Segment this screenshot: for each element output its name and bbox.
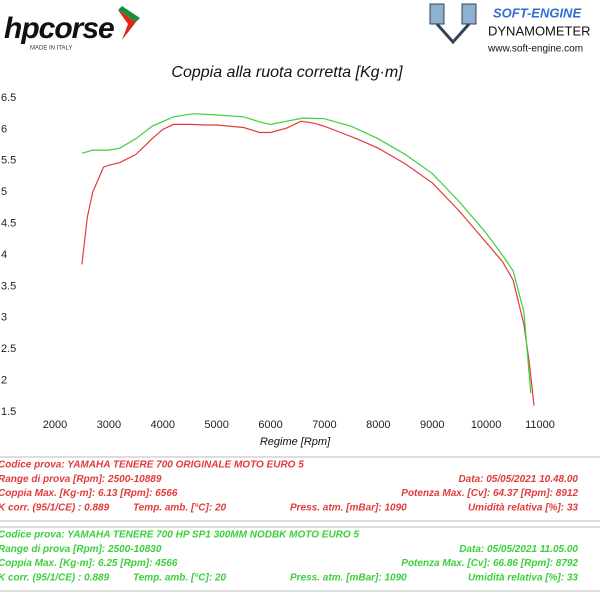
- info-text: Range di prova [Rpm]: 2500-10889: [0, 474, 162, 485]
- info-text: Coppia Max. [Kg·m]: 6.13 [Rpm]: 6566: [0, 488, 178, 499]
- info-text: Data: 05/05/2021 11.05.00: [459, 544, 578, 555]
- info-text: Umidità relativa [%]: 33: [468, 573, 578, 584]
- partner-url: www.soft-engine.com: [487, 44, 583, 55]
- x-tick-label: 10000: [471, 419, 502, 431]
- info-text: K corr. (95/1/CE) : 0.889: [0, 503, 110, 514]
- x-tick-label: 6000: [258, 419, 282, 431]
- info-text: Range di prova [Rpm]: 2500-10830: [0, 544, 162, 555]
- info-frames: [0, 456, 600, 592]
- x-tick-label: 7000: [312, 419, 336, 431]
- info-text: Data: 05/05/2021 10.48.00: [458, 474, 578, 485]
- y-tick-label: 5: [1, 186, 7, 198]
- series-line: [81, 120, 535, 406]
- y-tick-label: 6: [1, 123, 7, 135]
- info-text: K corr. (95/1/CE) : 0.889: [0, 573, 110, 584]
- y-tick-label: 1.5: [1, 406, 16, 418]
- x-tick-label: 4000: [151, 419, 175, 431]
- x-tick-label: 2000: [43, 419, 67, 431]
- brand-flag: [118, 6, 140, 22]
- y-tick-label: 5.5: [1, 155, 16, 167]
- info-text: Coppia Max. [Kg·m]: 6.25 [Rpm]: 4566: [0, 558, 178, 569]
- partner-sub: DYNAMOMETER: [488, 23, 591, 38]
- chart-title: Coppia alla ruota corretta [Kg·m]: [171, 64, 403, 81]
- info-text: Press. atm. [mBar]: 1090: [290, 503, 407, 514]
- info-text: Codice prova: YAMAHA TENERE 700 HP SP1 3…: [0, 530, 359, 541]
- y-tick-label: 4: [1, 249, 7, 261]
- y-tick-label: 3: [1, 312, 7, 324]
- x-axis-label: Regime [Rpm]: [260, 436, 331, 448]
- y-tick-label: 3.5: [1, 280, 16, 292]
- x-tick-label: 3000: [97, 419, 121, 431]
- info-text: Potenza Max. [Cv]: 66.86 [Rpm]: 8792: [401, 558, 578, 569]
- brand-logo: hpcorse: [4, 12, 114, 45]
- x-tick-label: 11000: [525, 419, 555, 431]
- series-line: [81, 113, 532, 394]
- info-text: Temp. amb. [°C]: 20: [133, 573, 227, 584]
- info-text: Temp. amb. [°C]: 20: [133, 503, 227, 514]
- info-text: Codice prova: YAMAHA TENERE 700 ORIGINAL…: [0, 460, 304, 471]
- info-text: Potenza Max. [Cv]: 64.37 [Rpm]: 8912: [401, 488, 578, 499]
- info-text: Press. atm. [mBar]: 1090: [290, 573, 407, 584]
- x-tick-label: 8000: [366, 419, 390, 431]
- info-text: Umidità relativa [%]: 33: [468, 503, 578, 514]
- partner-icon: [429, 3, 477, 45]
- y-tick-label: 4.5: [1, 218, 16, 230]
- x-tick-label: 9000: [420, 419, 444, 431]
- x-tick-label: 5000: [204, 419, 228, 431]
- y-tick-label: 2.5: [1, 343, 16, 355]
- partner-name: SOFT-ENGINE: [493, 5, 581, 20]
- brand-sub: MADE IN ITALY: [30, 46, 72, 52]
- y-tick-label: 2: [1, 375, 7, 387]
- y-tick-label: 6.5: [1, 92, 16, 104]
